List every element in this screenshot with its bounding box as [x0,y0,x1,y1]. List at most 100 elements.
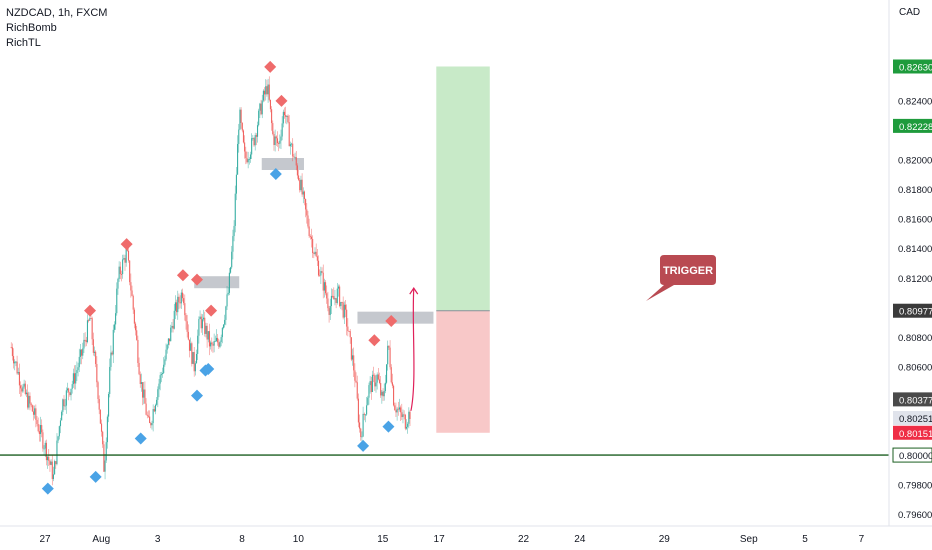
candle-body [199,316,201,320]
swing-low-marker[interactable] [89,470,102,483]
swing-high-marker[interactable] [275,94,288,107]
swing-low-marker[interactable] [382,420,395,433]
candle-body [279,140,281,144]
time-tick-label: 29 [659,534,671,545]
candle-body [265,86,267,95]
price-badge[interactable] [892,447,932,463]
candle-body [213,341,215,346]
candle-body [156,399,158,405]
swing-high-marker[interactable] [191,273,204,286]
candle-body [292,143,294,157]
swing-low-marker[interactable] [269,167,282,180]
candle-body [79,349,81,357]
candle-body [241,122,243,131]
candle-body [344,304,347,310]
candle-body [232,236,234,252]
candle-body [342,302,344,318]
swing-low-marker[interactable] [41,482,54,495]
candle-body [322,272,324,291]
candle-body [91,318,93,340]
swing-high-marker[interactable] [176,269,189,282]
trigger-arrow[interactable] [410,288,415,411]
zone-box[interactable] [261,158,304,171]
candle-body [50,461,52,465]
candle-body [90,318,92,320]
candle-body [184,303,186,316]
price-badge[interactable] [893,59,932,74]
indicator-richtl[interactable]: RichTL [6,37,41,49]
symbol-line[interactable]: NZDCAD, 1h, FXCM [6,7,108,19]
candle-body [96,364,98,383]
candle-body [99,409,101,424]
price-badge[interactable] [893,303,932,318]
candle-body [312,238,314,254]
candle-body [110,352,112,367]
zone-box[interactable] [194,276,240,289]
candle-body [136,330,138,340]
swing-high-marker[interactable] [84,304,97,317]
candle-body [394,405,396,411]
candle-body [327,298,329,309]
candle-body [371,374,374,392]
candle-body [132,295,134,310]
candle-body [303,191,305,199]
time-tick-label: 5 [802,534,808,545]
swing-high-marker[interactable] [264,60,277,73]
candle-body [387,345,389,365]
swing-high-marker[interactable] [385,315,398,328]
candle-body [335,298,337,303]
swing-high-marker[interactable] [120,238,133,251]
candle-body [407,423,409,427]
candle-body [61,411,63,421]
candle-body [146,414,148,416]
price-tick-label: 0.80600 [898,362,932,373]
candle-body [10,347,12,349]
candle-body [294,156,296,158]
candle-body [253,138,255,146]
candle-body [333,296,335,300]
price-tick-label: 0.82000 [898,156,932,167]
candle-body [36,419,38,425]
candle-body [256,125,259,137]
candle-body [364,414,366,416]
candle-body [105,442,107,461]
price-scale-bg[interactable] [889,0,932,526]
candle-body [362,413,364,437]
candle-body [300,179,302,191]
time-axis[interactable]: 27 Aug 3 8 10 15 17 22 24 29 Sep 5 7 [39,534,864,545]
candle-body [102,431,104,445]
candle-body [193,352,195,372]
candle-body [283,111,286,116]
candle-body [82,348,84,356]
candle-body [260,103,262,115]
swing-low-marker[interactable] [134,432,147,445]
swing-high-marker[interactable] [368,334,381,347]
price-badge[interactable] [893,425,932,440]
candle-body [14,361,16,364]
swing-low-marker[interactable] [202,362,215,375]
profit-zone[interactable] [436,66,490,311]
swing-low-marker[interactable] [191,389,204,402]
indicator-richbomb[interactable]: RichBomb [6,22,57,34]
price-badge[interactable] [893,410,932,425]
candle-body [220,337,222,342]
candle-body [169,338,171,342]
candle-body [119,266,121,275]
price-badge[interactable] [893,392,932,407]
stop-loss-zone[interactable] [436,310,490,433]
candle-body [242,130,245,143]
candle-body [75,373,77,384]
price-badge[interactable] [893,118,932,133]
swing-low-marker[interactable] [357,439,370,452]
trigger-callout[interactable] [646,255,716,301]
candle-body [163,364,165,374]
supply-demand-zones [194,158,434,324]
swing-high-marker[interactable] [205,304,218,317]
candle-body [140,382,142,384]
candle-body [309,236,311,237]
candle-body [337,286,340,289]
candle-body [104,460,106,472]
zone-box[interactable] [357,311,434,324]
candle-body [123,258,125,260]
